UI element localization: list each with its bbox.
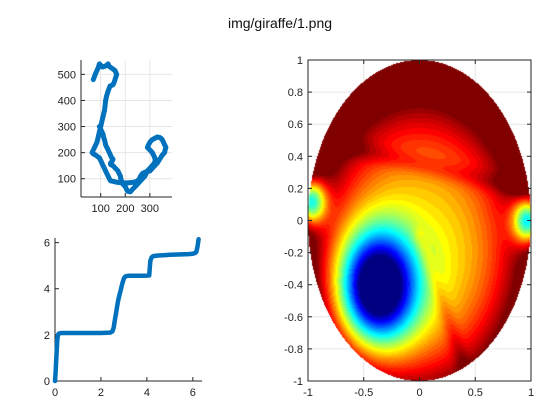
angle-function-x-tick-label: 6 (190, 387, 196, 399)
disk-heatmap-field (308, 60, 531, 381)
disk-potential-y-tick-label: -0.2 (284, 248, 303, 260)
disk-potential-y-tick-label: -1 (293, 376, 303, 388)
disk-potential-x-tick-label: 0 (416, 387, 422, 399)
disk-potential-x-tick-label: -1 (303, 387, 313, 399)
disk-potential-y-tick-label: 0.4 (288, 151, 303, 163)
disk-heatmap-axes: -1 -0.5 0 0.5 1 -1 -0.8 -0.6 -0.4 -0.2 0 0.2 0.4 0.6 0… (284, 55, 534, 399)
disk-potential-y-tick-label: 1 (297, 55, 303, 67)
angle-function-y-tick-label: 6 (44, 238, 50, 250)
angle-function-plot-axes: 0 2 4 6 0 2 4 6 (44, 238, 202, 399)
angle-function-y-tick-label: 4 (44, 284, 50, 296)
angle-function-x-tick-label: 0 (52, 387, 58, 399)
giraffe-outline-x-tick-label: 100 (91, 203, 109, 215)
disk-potential-y-tick-label: 0.8 (288, 87, 303, 99)
disk-potential-x-tick-label: 1 (528, 387, 534, 399)
figure-title: img/giraffe/1.png (228, 15, 332, 31)
disk-potential-y-tick-label: 0.6 (288, 119, 303, 131)
disk-potential-y-tick-label: -0.6 (284, 312, 303, 324)
giraffe-outline-y-tick-label: 500 (58, 69, 76, 81)
angle-function-x-tick-label: 2 (98, 387, 104, 399)
angle-function-x-tick-label: 4 (144, 387, 150, 399)
disk-potential-y-tick-label: 0 (297, 216, 303, 228)
giraffe-outline-line (89, 61, 169, 195)
disk-potential-x-tick-label: 0.5 (468, 387, 483, 399)
disk-potential-y-tick-label: -0.4 (284, 280, 303, 292)
giraffe-outline-y-tick-label: 400 (58, 95, 76, 107)
angle-function-y-tick-label: 0 (44, 376, 50, 388)
disk-heatmap-plot: -1 -0.5 0 0.5 1 -1 -0.8 -0.6 -0.4 -0.2 0 0.2 0.4 0.6 0… (284, 55, 534, 399)
giraffe-outline-y-tick-label: 200 (58, 148, 76, 160)
giraffe-outline-y-tick-label: 100 (58, 174, 76, 186)
giraffe-plot-grid (81, 60, 172, 197)
disk-potential-y-tick-label: -0.8 (284, 344, 303, 356)
angle-function-plot: 0 2 4 6 0 2 4 6 (44, 236, 202, 399)
disk-potential-y-tick-label: 0.2 (288, 183, 303, 195)
angle-function-y-tick-label: 2 (44, 330, 50, 342)
giraffe-outline-y-tick-label: 300 (58, 122, 76, 134)
giraffe-outline-x-tick-label: 200 (116, 203, 134, 215)
angle-function-line (52, 236, 201, 384)
giraffe-plot-axes: 100 200 300 100 200 300 400 500 (58, 60, 172, 215)
giraffe-plot: 100 200 300 100 200 300 400 500 (58, 60, 172, 215)
disk-potential-x-tick-label: -0.5 (354, 387, 373, 399)
giraffe-outline-x-tick-label: 300 (141, 203, 159, 215)
